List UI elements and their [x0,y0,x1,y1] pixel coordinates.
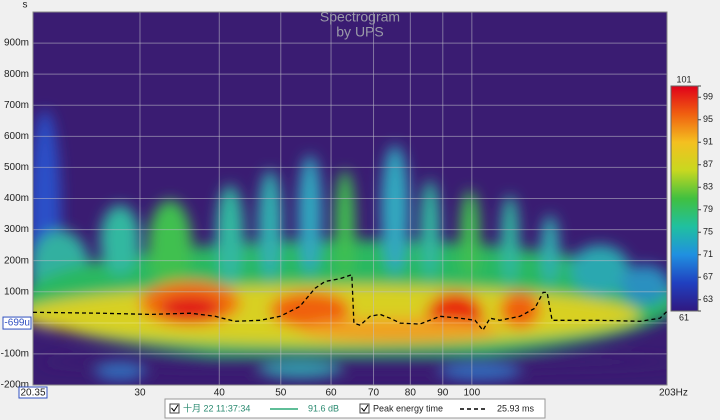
x-tick-label: 60 [325,388,337,399]
x-tick-label: 40 [214,388,226,399]
y-tick-label: 100m [4,286,29,297]
colorbar-label: 95 [703,114,713,124]
legend-checkbox[interactable] [359,403,370,414]
y-tick-label: 500m [4,162,29,173]
colorbar-label: 99 [703,92,713,102]
y-tick-label: 200m [4,255,29,266]
colorbar-label: 61 [679,312,689,322]
y-unit: s [23,0,28,11]
y-tick-label: 600m [4,131,29,142]
peak-energy-line [33,273,667,332]
x-tick-label: 100 [463,388,480,399]
colorbar-label: 63 [703,294,713,304]
colorbar-label: 71 [703,249,713,259]
x-tick-label: 203Hz [659,388,688,399]
colorbar [670,85,699,312]
cursor-label: -699u [4,318,30,329]
spectrogram-image [33,110,667,380]
y-tick-label: 700m [4,100,29,111]
x-tick-label: 30 [134,388,146,399]
legend-value: 25.93 ms [497,403,535,413]
x-tick-label: 90 [437,388,449,399]
colorbar-label: 79 [703,204,713,214]
x-tick-label: 70 [368,388,380,399]
y-tick-label: -200m [1,380,29,391]
colorbar-label: 101 [676,74,691,84]
legend-checkbox[interactable] [169,403,180,414]
colorbar-label: 67 [703,272,713,282]
colorbar-label: 91 [703,137,713,147]
check-mark [361,404,369,412]
colorbar-label: 87 [703,159,713,169]
y-tick-label: 400m [4,193,29,204]
chart-title: Spectrogram [320,9,400,25]
colorbar-label: 83 [703,182,713,192]
cursor-box [2,316,32,330]
x-tick-label: 20.35 [20,388,45,399]
plot-frame [32,11,668,386]
legend-label: Peak energy time [373,403,443,413]
y-tick-label: 300m [4,224,29,235]
y-tick-label: 900m [4,38,29,49]
y-tick-label: 800m [4,69,29,80]
check-mark [171,404,179,412]
cursor-box [18,386,48,399]
x-tick-label: 80 [405,388,417,399]
legend-label: 十月 22 11:37:34 [183,402,250,413]
legend-box [164,398,546,419]
x-tick-label: 50 [275,388,287,399]
legend-value: 91.6 dB [308,403,339,413]
y-tick-label: -100m [1,349,29,360]
colorbar-label: 75 [703,227,713,237]
chart-subtitle: by UPS [336,24,383,40]
